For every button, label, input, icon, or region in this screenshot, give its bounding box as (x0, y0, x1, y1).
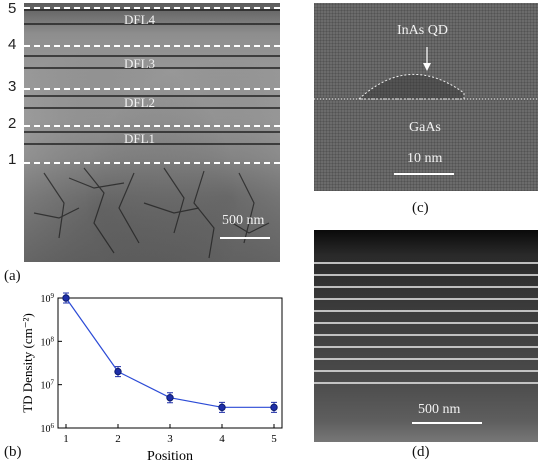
substrate-label: GaAs (409, 120, 441, 135)
y-axis-label: TD Density (cm⁻²) (22, 313, 35, 413)
stem-image: 500 nm (314, 230, 538, 442)
position-3-line (24, 88, 280, 90)
data-point (166, 394, 174, 402)
panel-label-d: (d) (412, 444, 430, 460)
layer-label-dfl1: DFL1 (124, 131, 156, 146)
x-tick-label: 1 (63, 433, 69, 445)
plot-frame (57, 297, 283, 429)
qd-label: InAs QD (397, 23, 448, 38)
position-5-line (24, 7, 280, 9)
x-tick-label: 3 (167, 433, 173, 445)
position-number-5: 5 (8, 0, 17, 17)
y-tick-label: 106 (41, 422, 55, 435)
dislocation-texture (33, 167, 270, 259)
layer-label-dfl2: DFL2 (124, 95, 156, 110)
data-points (62, 292, 278, 413)
data-point (218, 403, 226, 412)
data-point (270, 403, 278, 412)
series-line (65, 297, 274, 408)
x-axis-ticks: 1 2 3 4 5 (63, 424, 277, 445)
layer-label-dfl3: DFL3 (124, 56, 156, 71)
x-tick-label: 4 (219, 433, 225, 445)
scale-bar (394, 173, 454, 175)
x-tick-label: 2 (115, 433, 121, 445)
position-number-2: 2 (8, 115, 17, 132)
y-tick-label: 108 (41, 335, 55, 348)
scale-bar-label: 500 nm (418, 402, 461, 417)
y-tick-label: 107 (41, 379, 55, 392)
scale-bar-label: 500 nm (222, 213, 265, 228)
tem-cross-section-image: DFL4 DFL3 DFL2 DFL1 500 nm (24, 3, 280, 262)
x-tick-label: 5 (271, 433, 277, 445)
panel-label-c: (c) (412, 200, 429, 216)
position-number-3: 3 (8, 78, 17, 95)
x-axis-label: Position (147, 449, 193, 464)
data-point (114, 367, 122, 376)
scale-bar-label: 10 nm (407, 151, 443, 166)
scale-bar (412, 422, 482, 424)
data-point (62, 294, 70, 302)
panel-label-a: (a) (4, 268, 21, 284)
position-2-line (24, 125, 280, 127)
position-4-line (24, 45, 280, 47)
td-density-chart: 106 107 108 109 1 2 3 4 5 Position TD Density (… (20, 290, 292, 465)
y-axis-ticks: 106 107 108 109 (41, 292, 62, 435)
quantum-dot-outline (314, 47, 538, 100)
position-number-1: 1 (8, 151, 17, 168)
position-1-line (24, 162, 280, 164)
chart-canvas: 106 107 108 109 1 2 3 4 5 Position TD Density (… (20, 292, 283, 464)
panel-label-b: (b) (4, 444, 22, 460)
scale-bar (220, 237, 270, 239)
hrtem-image: InAs QD GaAs 10 nm (314, 3, 538, 191)
position-number-4: 4 (8, 36, 17, 53)
y-tick-label: 109 (41, 292, 55, 305)
layer-label-dfl4: DFL4 (124, 12, 156, 27)
